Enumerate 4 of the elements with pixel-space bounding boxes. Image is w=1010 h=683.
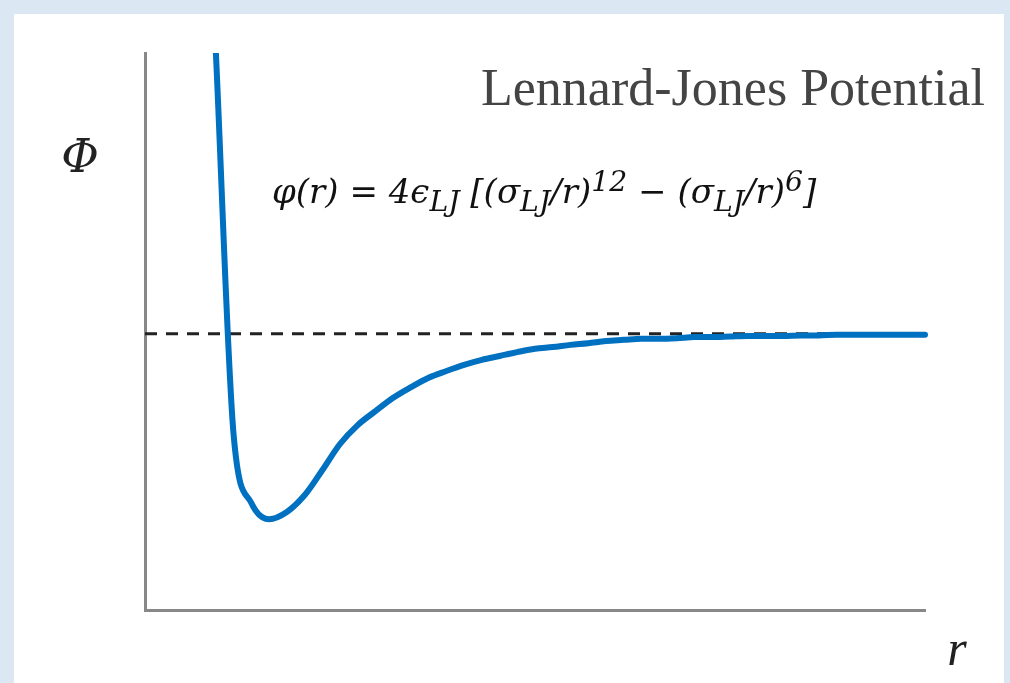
text: φ(r) = 4ϵ$_{LJ}$ [(σ$_{LJ}$/r)$^{12}$ − (σ$_{LJ}$/r)$^{6}$]: [272, 165, 817, 219]
chart-title: Lennard-Jones Potential: [481, 59, 985, 116]
y-axis-title: Φ: [61, 129, 99, 183]
x-axis-title: r: [947, 620, 968, 676]
